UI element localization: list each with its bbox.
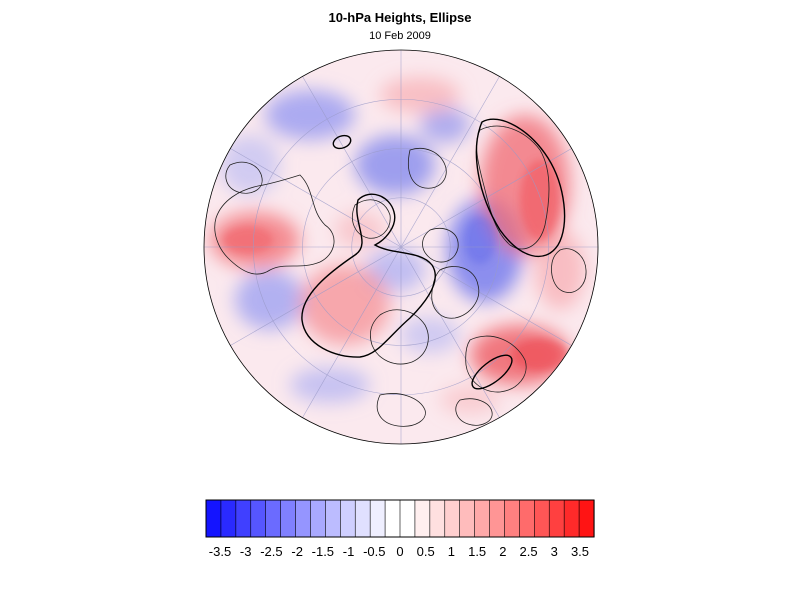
colorbar-swatch: [205, 499, 222, 538]
colorbar-tick-label: 1.5: [468, 544, 486, 559]
anomaly-core-pos: [520, 160, 560, 240]
colorbar-tick-label: 0: [396, 544, 403, 559]
vortex-contour-canada: [301, 193, 437, 358]
colorbar-swatch: [444, 499, 461, 538]
colorbar-swatch: [534, 499, 550, 538]
colorbar-tick-label: -2: [291, 544, 303, 559]
colorbar-swatches: [205, 499, 595, 538]
colorbar-swatch: [548, 499, 565, 538]
colorbar-tick-label: 0.5: [417, 544, 435, 559]
anomaly-blob-neg: [265, 90, 355, 140]
colorbar-tick-label: -1.5: [312, 544, 334, 559]
colorbar-swatch: [384, 499, 401, 538]
anomaly-blob-pos: [300, 265, 390, 345]
anomaly-blob-neg: [420, 107, 470, 143]
colorbar-swatch: [220, 499, 237, 538]
anomaly-blob-neg: [290, 367, 370, 403]
colorbar-tick-label: 3.5: [571, 544, 589, 559]
colorbar-swatch: [325, 499, 341, 538]
map-title: 10-hPa Heights, Ellipse: [328, 10, 472, 25]
colorbar-swatch: [429, 499, 446, 538]
anomaly-blob-neg: [235, 270, 305, 330]
vortex-contour-east-asia: [471, 354, 513, 390]
colorbar-tick-label: -1: [343, 544, 355, 559]
colorbar-frame: [205, 499, 595, 538]
colorbar-swatch: [280, 499, 297, 538]
coastlines: [214, 125, 587, 427]
colorbar-swatch: [250, 499, 267, 538]
colorbar-swatch: [504, 499, 520, 538]
map-subtitle: 10 Feb 2009: [369, 30, 431, 42]
colorbar-swatch: [399, 499, 416, 538]
anomaly-blob-pos: [380, 77, 460, 113]
colorbar-tick-label: 2: [499, 544, 506, 559]
colorbar-swatch: [519, 499, 535, 538]
colorbar-tick-label: -2.5: [260, 544, 282, 559]
globe-outline: [203, 49, 599, 445]
colorbar-swatch: [474, 499, 491, 538]
colorbar-swatch: [265, 499, 282, 538]
colorbar-tick-label: -0.5: [363, 544, 385, 559]
vortex-contour-siberia: [475, 118, 566, 258]
anomaly-blob-neg: [220, 135, 280, 195]
colorbar-swatch: [295, 499, 312, 538]
colorbar-swatch: [369, 499, 386, 538]
anomaly-core-neg: [464, 216, 496, 264]
colorbar-tick-label: 2.5: [520, 544, 538, 559]
vortex-ellipse-contours: [301, 118, 566, 390]
colorbar-swatch: [563, 499, 580, 538]
anomaly-blob-neg: [400, 317, 460, 353]
colorbar-swatch: [310, 499, 326, 538]
colorbar-swatch: [354, 499, 371, 538]
colorbar-swatch: [340, 499, 356, 538]
colorbar-tick-label: 3: [551, 544, 558, 559]
vortex-contour-small: [332, 134, 352, 150]
colorbar-swatch: [489, 499, 506, 538]
graticule: [204, 50, 598, 444]
colorbar-tick-label: 1: [448, 544, 455, 559]
colorbar-swatch: [235, 499, 252, 538]
longitude-line: [230, 148, 572, 346]
colorbar-tick-label: -3: [240, 544, 252, 559]
colorbar-labels: -3.5 -3 -2.5 -2 -1.5 -1 -0.5 0 0.5 1 1.5 2 2.5 3 3.5: [209, 544, 589, 559]
colorbar-swatch: [414, 499, 431, 538]
colorbar-swatch: [578, 499, 595, 538]
colorbar-tick-label: -3.5: [209, 544, 231, 559]
colorbar-swatch: [459, 499, 476, 538]
anomaly-blob-neg: [355, 135, 435, 195]
